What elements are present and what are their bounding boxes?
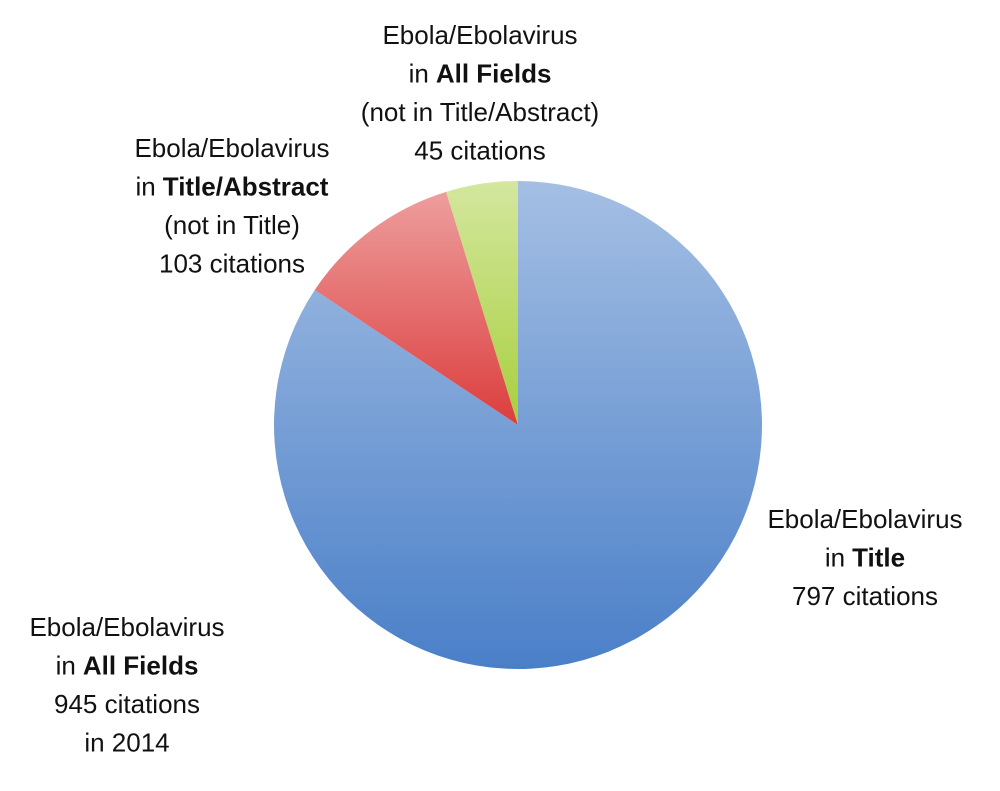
pie-slice <box>446 181 518 425</box>
label-text: in <box>56 651 76 681</box>
label-text: in <box>409 59 429 89</box>
label-text: All Fields <box>436 59 552 89</box>
label-text: Title <box>852 543 905 573</box>
label-text: (not in Title) <box>164 210 300 240</box>
slice-label: Ebola/Ebolavirus in All Fields (not in Titl… <box>361 20 599 166</box>
label-text: All Fields <box>83 651 199 681</box>
label-text: 797 citations <box>792 581 938 611</box>
label-text: Ebola/Ebolavirus <box>29 612 224 642</box>
slice-label: Ebola/Ebolavirus in Title 797 citations <box>767 504 962 611</box>
label-text: Ebola/Ebolavirus <box>382 20 577 50</box>
label-text: Ebola/Ebolavirus <box>134 133 329 163</box>
pie-slice <box>314 191 518 425</box>
label-text: in <box>136 172 156 202</box>
label-text: Ebola/Ebolavirus <box>767 504 962 534</box>
label-text: 103 citations <box>159 249 305 279</box>
label-text: 945 citations <box>54 689 200 719</box>
total-label: Ebola/Ebolavirus in All Fields 945 citation… <box>29 612 224 758</box>
label-text: 45 citations <box>414 136 546 166</box>
label-text: in <box>825 543 845 573</box>
label-text: Title/Abstract <box>163 172 329 202</box>
label-text: in 2014 <box>84 728 169 758</box>
label-text: (not in Title/Abstract) <box>361 97 599 127</box>
slice-label: Ebola/Ebolavirus in Title/Abstract (not in … <box>134 133 329 279</box>
